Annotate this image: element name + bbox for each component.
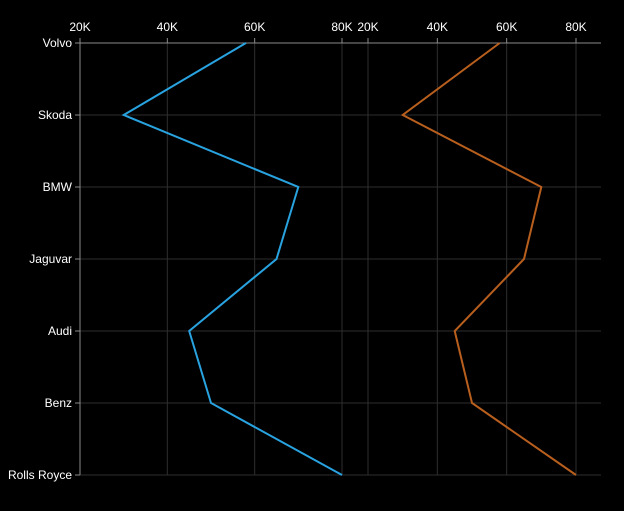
y-tick-label: Jaguvar: [29, 252, 72, 266]
x-tick-label: 60K: [496, 20, 517, 34]
y-tick-label: Volvo: [43, 36, 73, 50]
x-tick-label: 20K: [357, 20, 378, 34]
x-tick-label: 80K: [331, 20, 352, 34]
labels: 20K 40K 60K 80K 20K 40K 60K 80K Volvo Skoda BMW Jag…: [8, 20, 587, 482]
x-tick-label: 40K: [157, 20, 178, 34]
y-tick-label: BMW: [43, 180, 73, 194]
x-tick-label: 40K: [427, 20, 448, 34]
y-tick-label: Skoda: [38, 108, 72, 122]
axes: [75, 38, 601, 475]
x-tick-label: 60K: [244, 20, 265, 34]
x-tick-label: 80K: [565, 20, 586, 34]
y-tick-label: Benz: [45, 396, 72, 410]
x-tick-label: 20K: [69, 20, 90, 34]
y-tick-label: Audi: [48, 324, 72, 338]
y-tick-label: Rolls Royce: [8, 468, 72, 482]
